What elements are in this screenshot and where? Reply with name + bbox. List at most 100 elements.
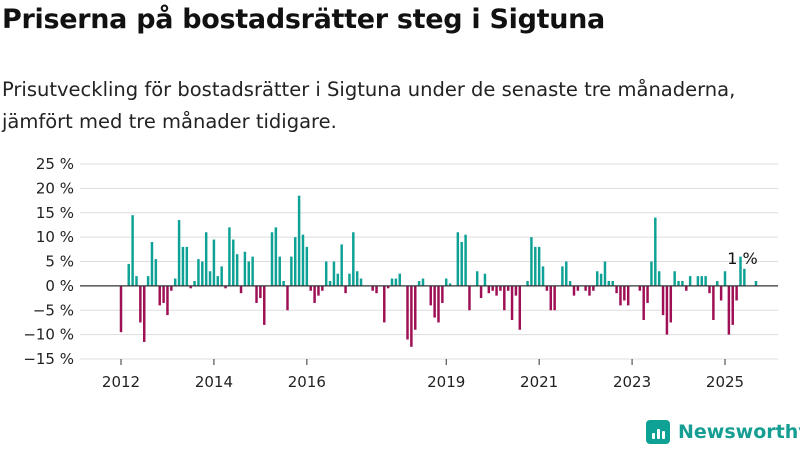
data-bar [177,220,181,286]
data-bar [537,246,541,286]
data-bar [406,285,409,340]
data-bar [700,276,704,286]
data-bar [665,285,669,335]
x-tick-label: 2025 [706,373,744,391]
data-bar [232,239,235,286]
data-bar [162,285,165,303]
chart-title: Priserna på bostadsrätter steg i Sigtuna [2,4,605,35]
data-bar [739,256,742,286]
y-tick-label: 25 % [36,155,74,173]
data-bar [142,285,146,342]
data-bar [595,271,599,286]
data-bar [669,285,673,323]
data-bar [340,244,343,286]
data-bar [243,251,247,286]
data-bar [119,285,123,333]
data-bar [263,285,266,325]
data-bar [499,285,502,291]
data-bar [197,259,200,286]
data-bar [526,281,529,286]
data-bar [414,285,417,330]
data-bar [530,237,533,286]
data-bar [297,195,301,286]
data-bar [534,246,537,286]
data-bar [158,285,161,306]
y-tick-label: −5 % [33,301,74,319]
data-bar [541,266,545,286]
data-bar [127,263,130,286]
chart-subtitle: Prisutveckling för bostadsrätter i Sigtu… [2,78,736,133]
data-bar [483,273,487,286]
data-bar [410,285,413,347]
data-bar [417,281,421,286]
data-bar [332,261,336,286]
data-bar [255,285,258,303]
data-bar [301,234,305,286]
data-bar [561,266,564,286]
data-bar [661,285,665,316]
data-bar [201,261,204,286]
data-bar [270,232,274,286]
data-bar [460,242,463,286]
data-bar [166,285,169,316]
data-bar [491,285,494,291]
data-bar [468,285,471,311]
data-bar [607,281,611,286]
y-tick-label: −15 % [23,350,74,368]
data-bar [390,278,394,286]
data-bar [444,278,448,286]
data-bar [518,285,522,330]
data-bar [568,281,572,286]
data-bar [479,285,483,299]
data-bar [506,285,510,291]
data-bar [181,246,185,286]
data-bar [626,285,630,306]
data-bar [216,276,220,286]
data-bar [352,232,355,286]
data-bar [150,242,154,286]
data-bar [495,285,498,296]
data-bar [286,285,289,311]
x-tick-label: 2023 [613,373,651,391]
data-bar [588,285,591,296]
data-bar [193,281,196,286]
brand-name: Newsworthy [678,421,800,443]
data-bar [437,285,440,323]
y-tick-label: 5 % [45,253,74,271]
data-bar [657,271,661,286]
newsworthy-brand: Newsworthy [646,420,800,444]
data-bar [220,266,223,286]
y-tick-label: −10 % [23,326,74,344]
data-bar [274,227,278,286]
data-bar [599,273,603,286]
data-bar [224,285,227,289]
data-bar [456,232,460,286]
data-bar [208,271,212,286]
data-bar [677,281,680,286]
data-bar [212,239,216,286]
data-bar [336,273,340,286]
data-bar [743,268,746,286]
data-bar [464,234,467,286]
data-bar [228,227,231,286]
data-bar [673,271,676,286]
data-bar [375,285,378,294]
data-bar [510,285,514,320]
data-bar [170,285,173,291]
data-bar [448,283,452,286]
data-bar [685,285,688,291]
data-bar [394,278,398,286]
data-bar [654,217,657,286]
data-bar [735,285,738,301]
data-bar [173,278,177,286]
data-bar [615,285,618,294]
data-bar [727,285,731,335]
data-bar [576,285,580,291]
newsworthy-logo-icon [646,420,670,444]
data-bar [398,273,402,286]
data-bar [317,285,320,296]
data-bar [716,281,719,286]
data-bar [204,232,208,286]
data-bar [723,271,727,286]
